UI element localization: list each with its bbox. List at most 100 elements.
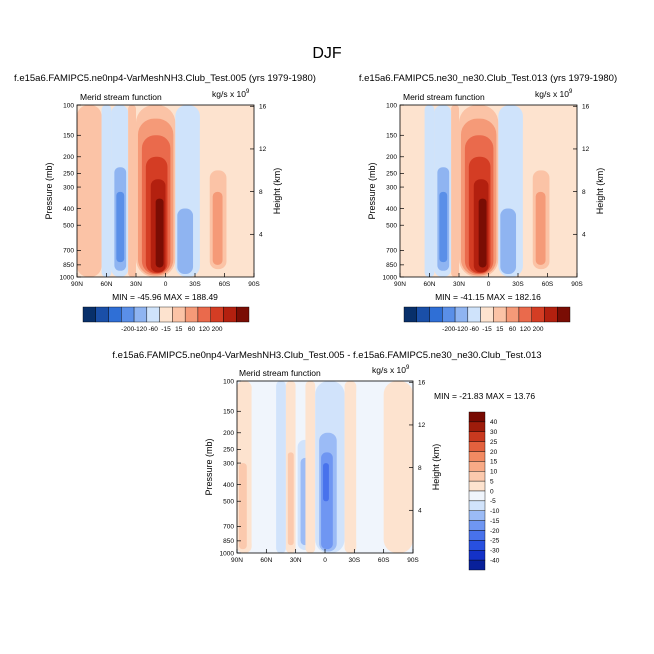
chart-2-ytick-label-7: 700: [223, 524, 234, 531]
chart-2-xtick-label-2: 30N: [290, 557, 302, 564]
chart-2-colorbar-label-14: -40: [490, 557, 500, 564]
chart-2-cell-9: [305, 381, 316, 553]
chart-1-ytick-label-2: 200: [386, 154, 397, 161]
chart-1-colorbar-box-9: [518, 306, 532, 323]
chart-0-xtick-label-5: 60S: [219, 281, 231, 288]
panel-1-title: f.e15a6.FAMIPC5.ne30_ne30.Club_Test.013 …: [359, 73, 617, 84]
chart-0-cell-16: [212, 191, 223, 265]
panel-2-units-exp: 9: [406, 365, 410, 371]
chart-2-cell-14: [344, 381, 357, 553]
chart-2-colorbar-box-1: [468, 421, 486, 432]
chart-2-colorbar-label-12: -25: [490, 538, 500, 545]
chart-0-colorbar-box-7: [172, 306, 186, 323]
chart-0-colorbar-label-5: 60: [188, 326, 196, 333]
panel-0-left-label: Merid stream function: [80, 92, 162, 102]
chart-1-colorbar-label-5: 60: [509, 326, 517, 333]
chart-0-colorbar-label-1: -120: [134, 326, 147, 333]
chart-0-ytick-label-3: 250: [63, 171, 74, 178]
chart-2-colorbar-box-13: [468, 540, 486, 551]
chart-0-colorbar-box-0: [82, 306, 96, 323]
chart-0-ytick-label-9: 1000: [60, 274, 75, 281]
chart-2-colorbar-box-14: [468, 550, 486, 561]
chart-1-colorbar-label-0: -200: [442, 326, 455, 333]
chart-1-xtick-label-5: 60S: [542, 281, 554, 288]
panel-2-minmax: MIN = -21.83 MAX = 13.76: [434, 391, 535, 401]
chart-1-ytick-label-6: 500: [386, 223, 397, 230]
chart-2-colorbar-box-8: [468, 490, 486, 502]
chart-2-colorbar-box-3: [468, 441, 486, 452]
chart-2-colorbar-label-2: 25: [490, 439, 498, 446]
chart-0-cell-11: [155, 198, 164, 268]
chart-2-cell-3: [276, 381, 286, 553]
chart-1-xtick-label-4: 30S: [512, 281, 524, 288]
chart-0-cell-14: [199, 105, 254, 277]
chart-0-xtick-label-6: 90S: [248, 281, 260, 288]
chart-2-ytick-label-6: 500: [223, 499, 234, 506]
chart-2-ytick-label-4: 300: [223, 460, 234, 467]
chart-1-colorbar: -200 -120 -60 -15 15 60 120 200: [403, 306, 571, 333]
chart-2-colorbar-box-6: [468, 471, 486, 482]
chart-1-colorbar-box-7: [493, 306, 507, 323]
panel-1-minmax: MIN = -41.15 MAX = 182.16: [435, 292, 541, 302]
page-title: DJF: [312, 45, 342, 62]
chart-0-xtick-label-3: 0: [164, 281, 168, 288]
chart-1-colorbar-label-1: -120: [455, 326, 468, 333]
chart-0-ytick-label-6: 500: [63, 223, 74, 230]
chart-2-colorbar-box-10: [468, 510, 486, 521]
chart-0-colorbar-label-3: -15: [161, 326, 171, 333]
chart-0-ytick-label-0: 100: [63, 102, 74, 109]
chart-0-cell-13: [177, 208, 194, 274]
chart-1-colorbar-label-7: 200: [533, 326, 544, 333]
chart-1-xtick-label-1: 60N: [424, 281, 436, 288]
chart-2-ytick-label-5: 400: [223, 482, 234, 489]
chart-0-colorbar-box-5: [146, 306, 160, 323]
chart-2-cell-2: [238, 463, 247, 550]
chart-2-colorbar-box-7: [468, 480, 486, 492]
chart-1-cell-1: [424, 105, 435, 277]
panel-2-group: f.e15a6.FAMIPC5.ne0np4-VarMeshNH3.Club_T…: [112, 350, 541, 401]
panel-2-units: kg/s x 109: [372, 365, 410, 375]
chart-0-colorbar-label-2: -60: [149, 326, 159, 333]
chart-0-colorbar-box-2: [108, 306, 122, 323]
chart-1-colorbar-box-10: [531, 306, 545, 323]
chart-0-xtick-label-2: 30N: [130, 281, 142, 288]
chart-0-colorbar-box-9: [197, 306, 211, 323]
chart-1-ytick-label-4: 300: [386, 184, 397, 191]
chart-1-cell-13: [500, 208, 517, 274]
chart-2-colorbar-label-3: 20: [490, 449, 498, 456]
chart-1-ytick-label-3: 250: [386, 171, 397, 178]
chart-2-colorbar-box-15: [468, 559, 486, 571]
chart-0-ytick-label-8: 850: [63, 262, 74, 269]
chart-2-xtick-label-3: 0: [323, 557, 327, 564]
chart-2-colorbar-label-10: -15: [490, 518, 500, 525]
chart-2-colorbar-label-8: -5: [490, 498, 496, 505]
panel-2-left-label: Merid stream function: [239, 368, 321, 378]
chart-2-ytick-label-3: 250: [223, 447, 234, 454]
chart-0-ytick-label-4: 300: [63, 184, 74, 191]
chart-1-colorbar-box-0: [403, 306, 417, 323]
chart-2-xtick-label-6: 90S: [407, 557, 419, 564]
chart-0-cell-4: [116, 191, 125, 263]
chart-1-cell-5: [451, 105, 459, 277]
panel-2-units-base: kg/s x 10: [372, 365, 406, 375]
chart-1-colorbar-label-3: -15: [482, 326, 492, 333]
chart-2-colorbar-label-1: 30: [490, 429, 498, 436]
chart-2-ytick-label-1: 150: [223, 409, 234, 416]
chart-1-cell-4: [439, 191, 448, 263]
chart-1-colorbar-box-8: [505, 306, 520, 323]
chart-2-y2label: Height (km): [431, 444, 441, 491]
chart-0-y2tick-label-2: 8: [259, 189, 263, 196]
chart-1-colorbar-box-11: [544, 306, 558, 323]
chart-0-ytick-label-5: 400: [63, 206, 74, 213]
chart-2-y2tick-label-0: 16: [418, 380, 426, 387]
chart-2-y2tick-label-1: 12: [418, 422, 426, 429]
chart-1-colorbar-label-2: -60: [470, 326, 480, 333]
chart-2: 90N 60N 30N 0 30S 60S 90S 100 150 200 250 300 400 500…: [204, 378, 441, 564]
chart-2-y2tick-label-2: 8: [418, 465, 422, 472]
panel-0-minmax: MIN = -45.96 MAX = 188.49: [112, 292, 218, 302]
chart-1-ytick-label-1: 150: [386, 133, 397, 140]
chart-0-xtick-label-4: 30S: [189, 281, 201, 288]
panel-1-units-base: kg/s x 10: [535, 89, 569, 99]
chart-1-colorbar-box-5: [467, 306, 481, 323]
chart-1-cell-16: [535, 191, 546, 265]
